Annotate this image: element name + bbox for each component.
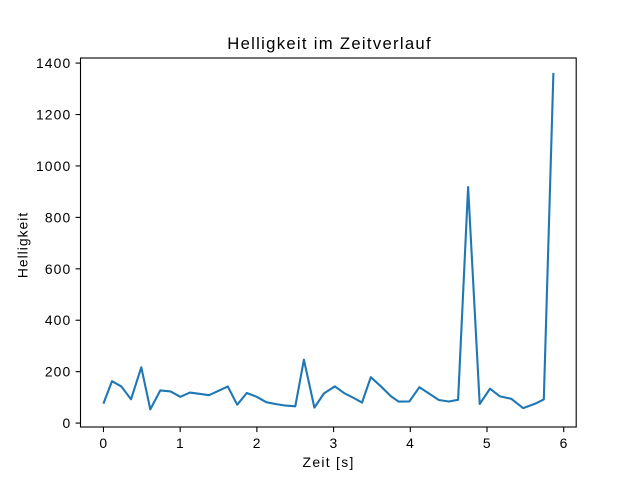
svg-text:0: 0 [99,435,107,451]
svg-text:6: 6 [560,435,568,451]
svg-text:Helligkeit im Zeitverlauf: Helligkeit im Zeitverlauf [227,34,432,53]
svg-text:800: 800 [45,209,71,225]
svg-text:2: 2 [253,435,261,451]
svg-text:200: 200 [45,364,71,380]
svg-text:0: 0 [62,415,71,431]
svg-text:600: 600 [45,261,71,277]
svg-text:Helligkeit: Helligkeit [15,212,31,278]
svg-text:400: 400 [45,312,71,328]
svg-text:Zeit [s]: Zeit [s] [303,454,355,470]
svg-text:1200: 1200 [36,107,71,123]
svg-text:1000: 1000 [36,158,71,174]
svg-text:1: 1 [176,435,184,451]
svg-text:5: 5 [483,435,491,451]
svg-text:3: 3 [329,435,337,451]
svg-text:1400: 1400 [36,55,71,71]
svg-text:4: 4 [406,435,414,451]
